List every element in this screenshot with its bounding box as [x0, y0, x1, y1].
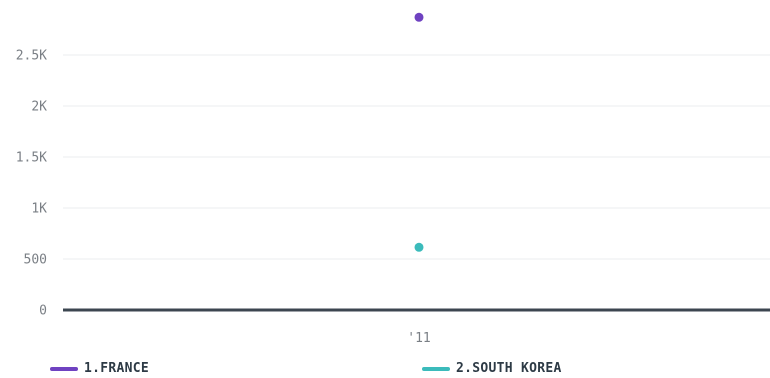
legend-swatch-south-korea — [422, 366, 450, 371]
x-tick-label: '11 — [407, 331, 430, 346]
y-tick-label: 0 — [39, 304, 47, 319]
y-tick-label: 2.5K — [16, 49, 47, 64]
y-tick-label: 1K — [31, 202, 47, 217]
data-points — [414, 12, 424, 252]
data-point-1-france[interactable] — [414, 12, 424, 22]
legend-item-south-korea[interactable]: 2.SOUTH KOREA — [422, 361, 562, 376]
y-tick-label: 2K — [31, 100, 47, 115]
gridlines — [63, 54, 770, 260]
data-point-2-south-korea[interactable] — [414, 242, 424, 252]
legend-label-south-korea: 2.SOUTH KOREA — [456, 361, 562, 376]
legend-item-france[interactable]: 1.FRANCE — [50, 361, 149, 376]
x-axis-ticks: '11 — [407, 331, 430, 346]
y-tick-label: 500 — [24, 253, 47, 268]
legend: 1.FRANCE 2.SOUTH KOREA — [0, 358, 770, 378]
y-tick-label: 1.5K — [16, 151, 47, 166]
legend-swatch-france — [50, 366, 78, 371]
legend-label-france: 1.FRANCE — [84, 361, 150, 376]
y-axis-ticks: 0 500 1K 1.5K 2K 2.5K — [16, 49, 47, 319]
